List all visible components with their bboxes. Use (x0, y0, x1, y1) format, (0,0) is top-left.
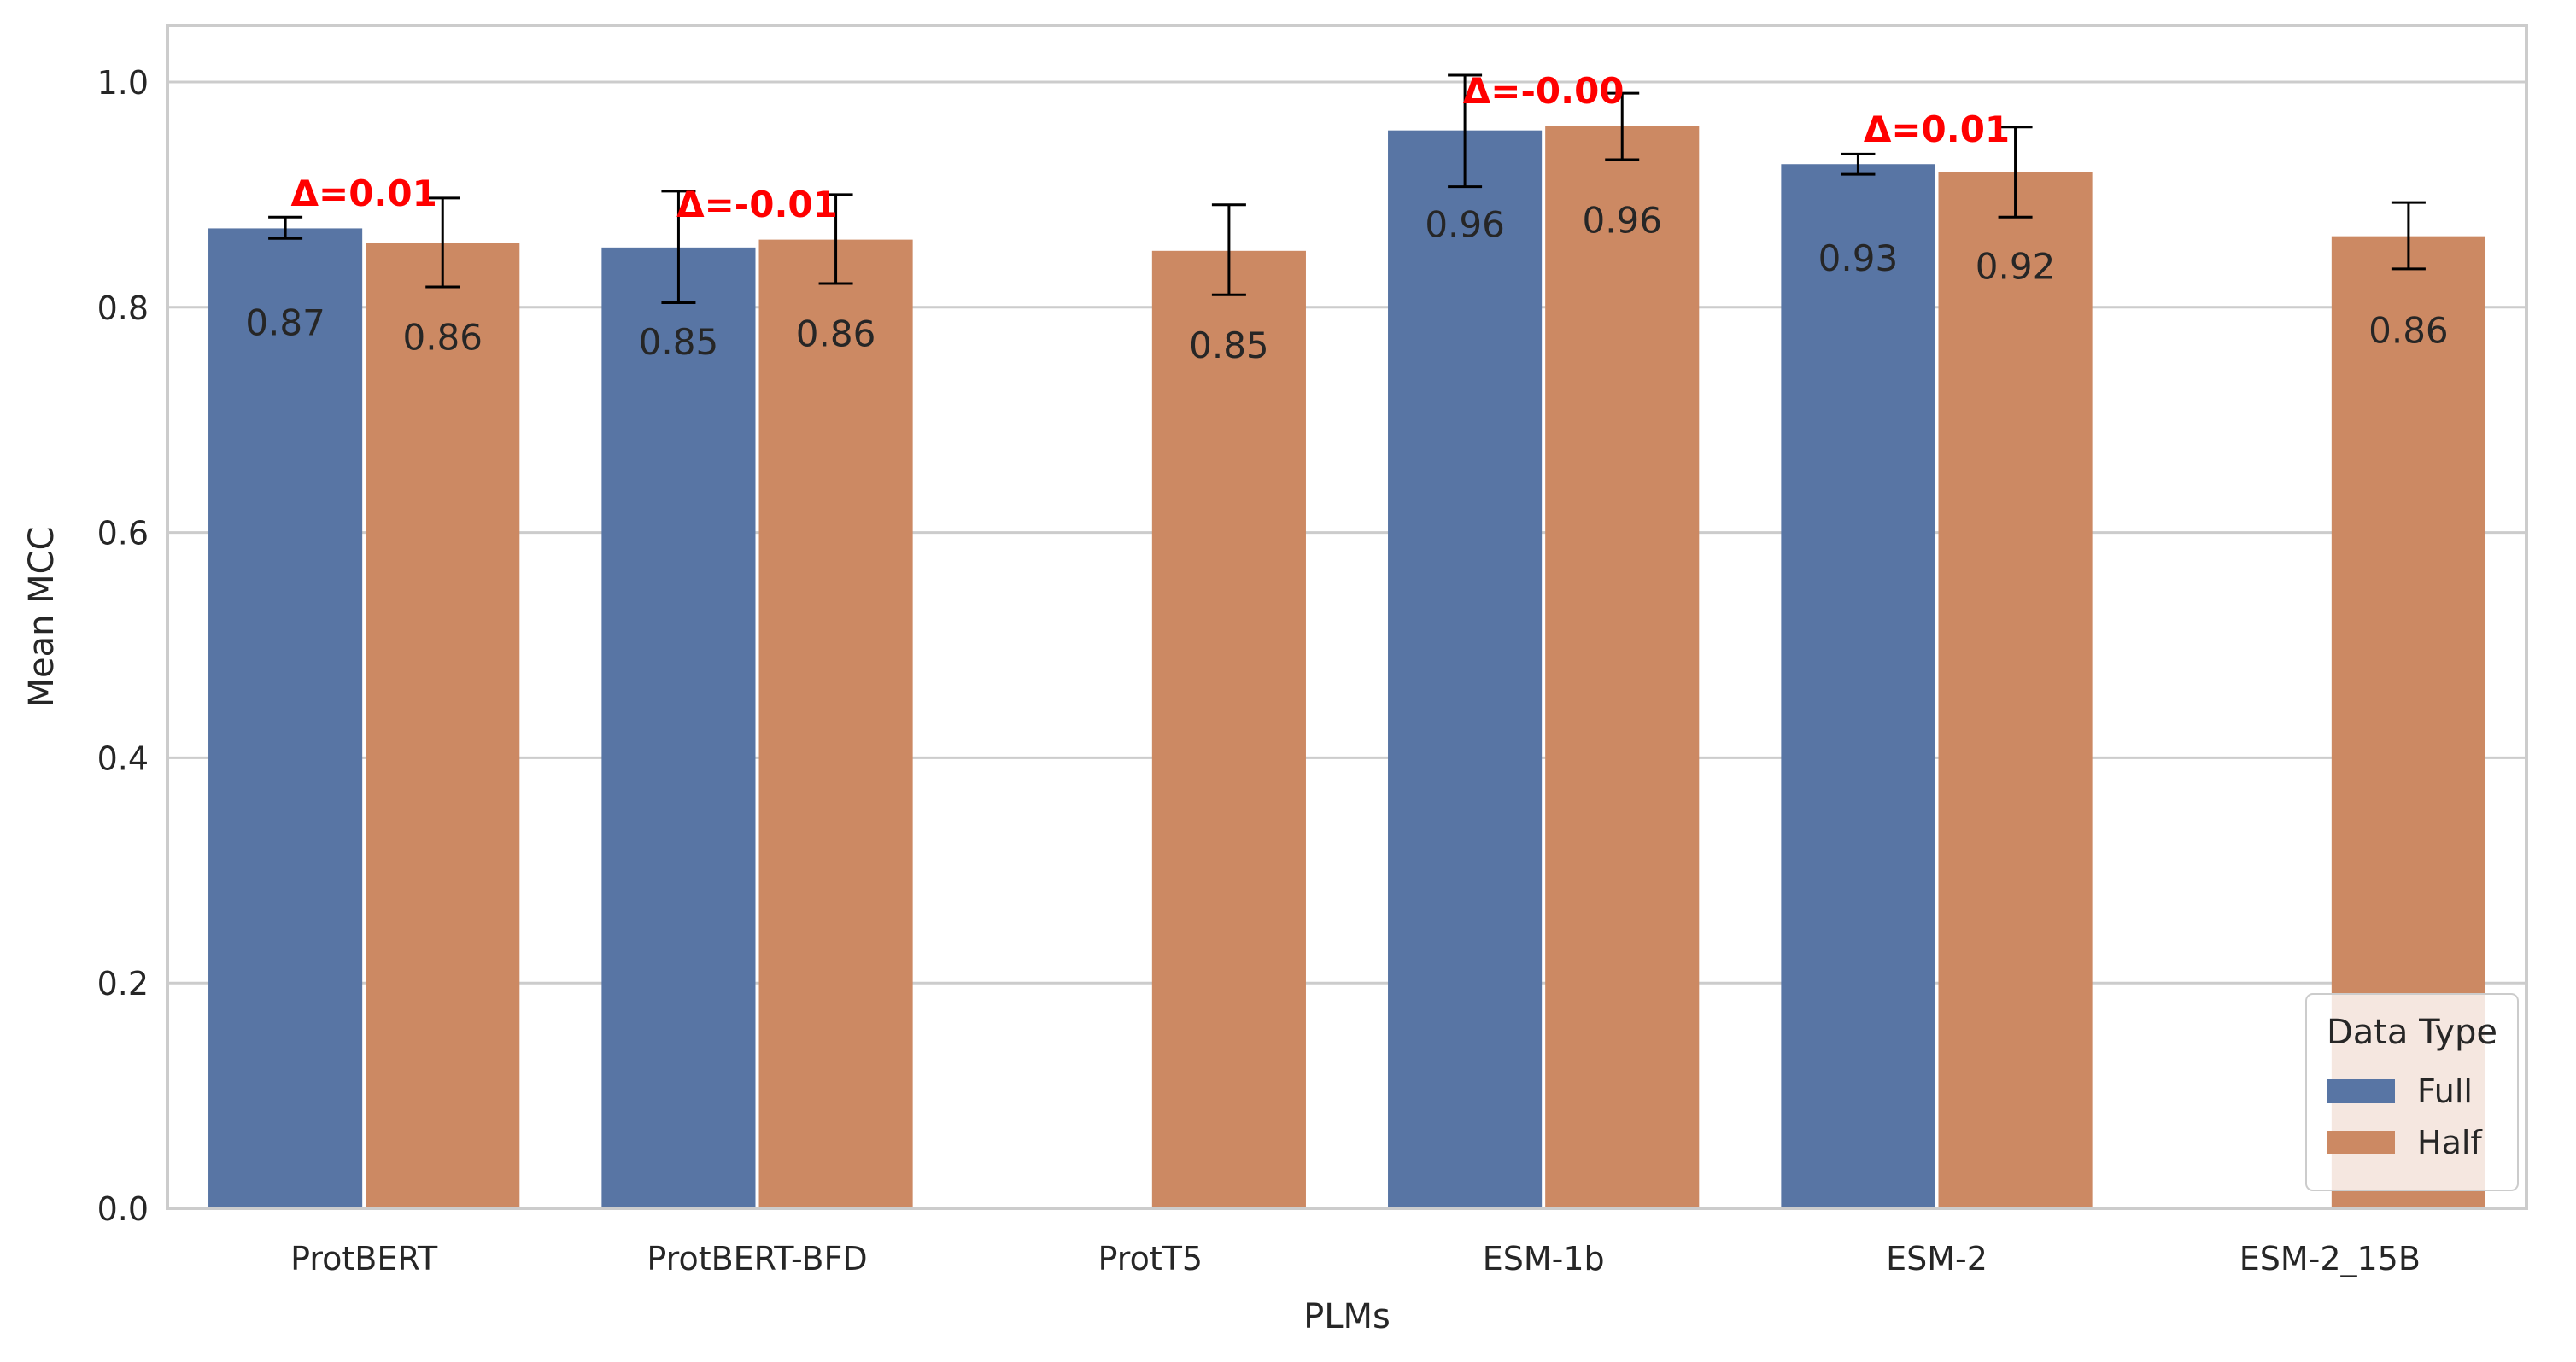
x-tick-label: ESM-2_15B (2239, 1240, 2421, 1277)
bar-value-label: 0.86 (2368, 310, 2449, 352)
bar-value-label: 0.86 (796, 313, 876, 355)
delta-annotation: Δ=0.01 (291, 172, 437, 214)
delta-annotation-layer: Δ=0.01 Δ=-0.01 Δ=-0.00 Δ=0.01 (291, 70, 2011, 225)
bar-value-label: 0.96 (1582, 199, 1662, 241)
error-bar-layer (268, 73, 2426, 304)
value-label-layer: 0.87 0.85 0.96 0.93 0.86 0.86 0.85 0.96 0.92 0.86 (245, 199, 2448, 365)
bar-full (208, 228, 363, 1208)
bar-full (1388, 130, 1543, 1209)
y-tick-label: 1.0 (97, 64, 149, 102)
bar-half (1938, 172, 2093, 1208)
delta-annotation: Δ=0.01 (1864, 108, 2010, 150)
delta-annotation: Δ=-0.00 (1463, 70, 1625, 112)
bar-half (1545, 126, 1700, 1208)
bar-value-label: 0.86 (402, 317, 483, 359)
x-tick-label: ProtBERT (290, 1240, 438, 1277)
plot-frame (166, 24, 2528, 1210)
legend-swatch-full (2327, 1079, 2395, 1103)
bar-half (758, 239, 913, 1209)
x-tick-label: ProtT5 (1098, 1240, 1203, 1277)
y-tick-label: 0.6 (97, 515, 149, 552)
bar-half (366, 243, 520, 1209)
delta-annotation: Δ=-0.01 (676, 184, 838, 225)
x-tick-label: ESM-2 (1886, 1240, 1988, 1277)
y-tick-label: 0.2 (97, 965, 149, 1003)
y-axis-title: Mean MCC (22, 526, 61, 707)
bar-value-label: 0.87 (245, 301, 325, 343)
bar-value-label: 0.93 (1818, 237, 1899, 279)
y-tick-label: 0.4 (97, 739, 149, 777)
x-axis-title: PLMs (1303, 1297, 1390, 1336)
y-tick-label: 0.0 (97, 1190, 149, 1228)
bar-full (601, 247, 756, 1208)
bar-full (1781, 164, 1935, 1208)
x-tick-label: ESM-1b (1483, 1240, 1605, 1277)
axis-layer: 0.0 0.2 0.4 0.6 0.8 1.0 ProtBERT ProtBERT-BFD Pr… (97, 64, 2421, 1277)
y-tick-label: 0.8 (97, 289, 149, 327)
bar-half (1151, 250, 1306, 1208)
legend-label-full: Full (2417, 1073, 2473, 1110)
legend-label-half: Half (2417, 1124, 2483, 1161)
x-tick-label: ProtBERT-BFD (647, 1240, 867, 1277)
bar-value-label: 0.85 (639, 321, 719, 363)
bar-value-label: 0.92 (1976, 245, 2056, 287)
legend-title: Data Type (2327, 1013, 2497, 1052)
bar-value-label: 0.96 (1425, 204, 1505, 246)
bar-layer (208, 126, 2485, 1209)
grid-layer (167, 80, 2526, 1210)
legend: Data Type Full Half (2305, 993, 2519, 1191)
bar-value-label: 0.85 (1189, 324, 1269, 366)
legend-swatch-half (2327, 1131, 2395, 1154)
